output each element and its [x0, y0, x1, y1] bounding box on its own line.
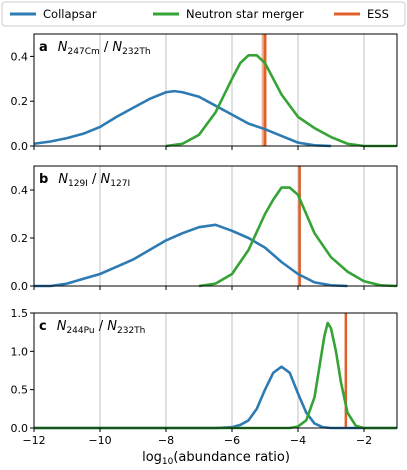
- x-tick-label: −6: [224, 434, 240, 447]
- panel-label-sub2: 232Th: [117, 326, 145, 336]
- axes-frame: [33, 33, 398, 147]
- series-line-collapsar: [34, 365, 397, 430]
- y-tick-label: 0.5: [11, 384, 29, 397]
- legend-label-ess: ESS: [367, 7, 389, 21]
- panel-label-n2: N: [112, 40, 122, 55]
- axes-frame: [33, 165, 398, 287]
- axes-frame: [33, 312, 398, 429]
- panel-letter: a: [39, 40, 48, 55]
- series-line-collapsar: [34, 223, 348, 288]
- y-tick-label: 0.0: [11, 140, 29, 153]
- y-tick-label: 0.0: [11, 422, 29, 435]
- y-tick-label: 1.0: [11, 345, 29, 358]
- panel-label-sub1: 247Cm: [68, 47, 100, 57]
- x-tick-label: −10: [88, 434, 111, 447]
- panel-label-n1: N: [57, 319, 67, 334]
- y-tick-label: 0.4: [11, 184, 29, 197]
- y-tick-label: 0.2: [11, 95, 29, 108]
- x-tick-label: −2: [356, 434, 372, 447]
- panel-label-n2: N: [101, 172, 111, 187]
- panel-label-n1: N: [58, 172, 68, 187]
- y-tick-label: 0.0: [11, 280, 29, 293]
- panel-title: b N129I / N127I: [39, 172, 130, 189]
- series-line-neutron-star-merger: [165, 53, 397, 148]
- panel-label-sub2: 232Th: [122, 47, 150, 57]
- legend: Collapsar Neutron star merger ESS: [1, 1, 406, 27]
- x-axis-label-log: log: [142, 450, 162, 465]
- panel-label-n2: N: [107, 319, 117, 334]
- legend-label-nsm: Neutron star merger: [186, 7, 304, 21]
- panel-label-sep: /: [95, 319, 108, 334]
- y-tick-label: 0.4: [11, 50, 29, 63]
- x-axis-label: log10(abundance ratio): [142, 450, 290, 467]
- panel-label-sub2: 127I: [110, 179, 130, 189]
- x-tick-label: −8: [158, 434, 174, 447]
- x-axis-label-rest: (abundance ratio): [173, 450, 290, 465]
- series-line-neutron-star-merger: [34, 321, 397, 430]
- x-axis-label-base: 10: [162, 457, 174, 467]
- panel-label-sep: /: [100, 40, 113, 55]
- legend-label-collapsar: Collapsar: [43, 7, 97, 21]
- x-tick-label: −12: [22, 434, 45, 447]
- y-tick-label: 0.2: [11, 232, 29, 245]
- panel-label-n1: N: [58, 40, 68, 55]
- panel-b: 0.00.20.4b N129I / N127I: [11, 165, 398, 293]
- panel-a: 0.00.20.4a N247Cm / N232Th: [11, 33, 398, 153]
- panel-title: c N244Pu / N232Th: [39, 319, 145, 336]
- panel-letter: c: [39, 319, 47, 334]
- panel-label-sub1: 244Pu: [66, 326, 94, 336]
- panel-title: a N247Cm / N232Th: [39, 40, 151, 57]
- panel-label-sub1: 129I: [68, 179, 88, 189]
- panel-c: 0.00.51.01.5−12 −10 −8 −6 −4 −2c N244Pu / N232…: [11, 307, 398, 447]
- y-tick-label: 1.5: [11, 307, 29, 320]
- panel-label-sep: /: [88, 172, 101, 187]
- legend-box: [1, 1, 406, 27]
- series-line-neutron-star-merger: [198, 186, 398, 288]
- x-tick-label: −4: [290, 434, 306, 447]
- panel-letter: b: [39, 172, 48, 187]
- series-line-collapsar: [33, 89, 332, 148]
